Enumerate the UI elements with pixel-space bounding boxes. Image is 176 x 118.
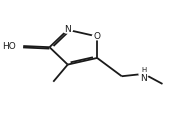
Text: HO: HO bbox=[2, 42, 16, 51]
Text: N: N bbox=[64, 25, 71, 34]
Text: N: N bbox=[140, 74, 147, 83]
Circle shape bbox=[92, 33, 102, 40]
Circle shape bbox=[11, 42, 21, 50]
Text: O: O bbox=[94, 32, 101, 41]
Circle shape bbox=[139, 71, 149, 77]
Text: H: H bbox=[141, 67, 146, 73]
Circle shape bbox=[63, 27, 73, 33]
